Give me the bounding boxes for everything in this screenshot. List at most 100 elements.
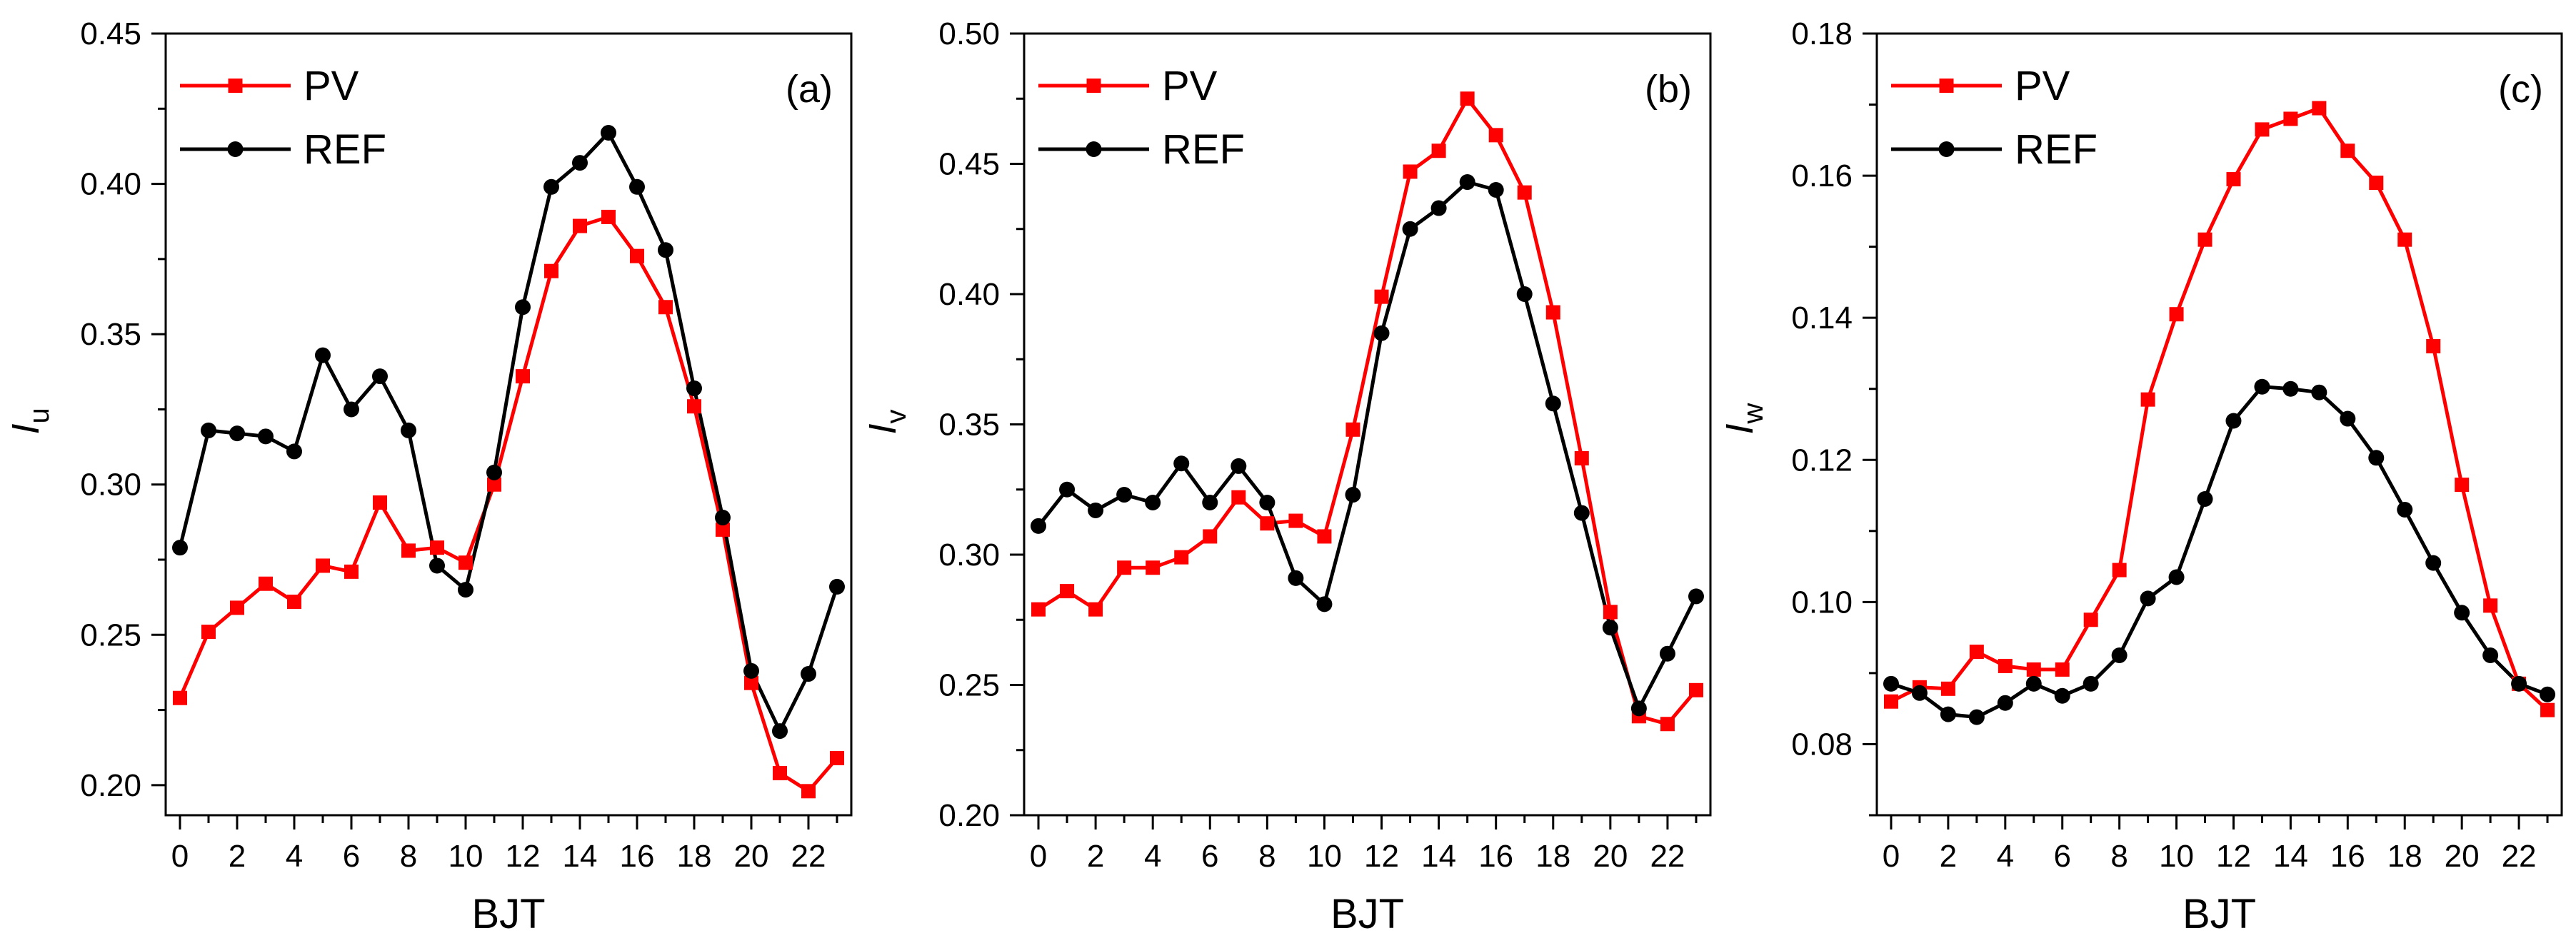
data-point-pv: [430, 540, 444, 555]
data-point-ref: [1059, 481, 1076, 498]
data-point-pv: [2455, 478, 2470, 493]
data-point-pv: [458, 555, 473, 570]
data-point-pv: [801, 784, 816, 799]
data-point-pv: [2255, 122, 2270, 137]
data-point-ref: [315, 347, 331, 363]
data-point-ref: [2168, 569, 2185, 585]
y-axis-title: Iw: [1718, 403, 1769, 434]
chart-panel-a: 0 2 4 6 8 10 12 14 16 18 20 22 0.20 0.25 0.30 0.35 0.40 0…: [4, 16, 853, 937]
y-tick-label: 0.30: [938, 538, 1000, 573]
data-point-ref: [1373, 325, 1390, 341]
x-tick-label: 12: [1364, 839, 1399, 874]
data-point-pv: [2140, 392, 2155, 407]
x-tick-label: 22: [2502, 839, 2537, 874]
data-point-ref: [2368, 450, 2385, 466]
data-point-ref: [229, 425, 245, 442]
data-point-ref: [201, 422, 216, 438]
x-tick-label: 2: [1087, 839, 1104, 874]
x-tick-label: 16: [1478, 839, 1513, 874]
data-point-ref: [2311, 384, 2327, 400]
data-point-ref: [286, 443, 302, 460]
x-tick-label: 6: [2053, 839, 2070, 874]
data-point-pv: [316, 558, 330, 573]
data-point-ref: [344, 401, 359, 418]
x-tick-label: 20: [1593, 839, 1628, 874]
data-point-pv: [230, 600, 244, 615]
x-tick-label: 0: [1030, 839, 1047, 874]
data-point-ref: [1997, 695, 2013, 711]
data-point-ref: [629, 178, 645, 195]
data-point-ref: [372, 368, 388, 385]
data-point-ref: [486, 464, 502, 480]
data-point-ref: [1430, 200, 1447, 216]
data-point-ref: [1545, 395, 1561, 412]
y-axis-title: Iv: [861, 409, 912, 434]
data-point-ref: [1402, 221, 1418, 237]
y-axis-title-subscript: v: [881, 409, 912, 423]
data-point-ref: [401, 422, 416, 438]
y-axis-title-main: I: [4, 423, 47, 434]
data-point-pv: [1998, 658, 2013, 673]
series-line-ref: [1037, 180, 1698, 710]
x-tick-label: 18: [1535, 839, 1570, 874]
data-point-ref: [715, 510, 731, 526]
data-point-ref: [829, 578, 845, 595]
x-tick-label: 8: [1258, 839, 1276, 874]
data-point-ref: [2054, 687, 2070, 704]
y-axis-title: Iu: [4, 408, 55, 434]
data-point-pv: [1174, 550, 1189, 565]
data-point-pv: [1403, 164, 1418, 179]
y-tick-label: 0.20: [80, 768, 141, 803]
data-point-pv: [1660, 717, 1675, 732]
y-tick-label: 0.40: [80, 167, 141, 202]
data-point-pv: [1088, 602, 1103, 617]
data-point-ref: [1288, 570, 1304, 586]
x-tick-label: 10: [1307, 839, 1342, 874]
series-line-pv: [178, 215, 838, 793]
data-point-ref: [1116, 487, 1133, 503]
legend-marker-pv: [1086, 79, 1101, 93]
data-point-ref: [743, 662, 759, 679]
x-tick-label: 10: [448, 839, 483, 874]
data-point-ref: [1573, 505, 1590, 521]
y-axis-title-main: I: [1718, 423, 1761, 434]
data-point-pv: [1969, 645, 1984, 660]
x-axis-title: BJT: [471, 891, 545, 937]
y-tick-label: 0.40: [938, 277, 1000, 312]
legend-label-pv: PV: [2015, 63, 2070, 109]
data-point-ref: [1345, 487, 1361, 503]
x-tick-label: 18: [2387, 839, 2422, 874]
data-point-ref: [1145, 495, 1161, 510]
data-point-ref: [1940, 706, 1956, 722]
data-point-ref: [1173, 455, 1190, 472]
x-tick-label: 6: [343, 839, 360, 874]
y-tick-label: 0.45: [938, 147, 1000, 182]
x-tick-label: 6: [1201, 839, 1218, 874]
x-tick-label: 16: [2330, 839, 2365, 874]
data-point-pv: [1545, 305, 1560, 320]
y-tick-label: 0.45: [80, 16, 141, 51]
data-point-ref: [1911, 685, 1928, 701]
data-point-ref: [2511, 675, 2527, 692]
legend-marker-pv: [228, 79, 243, 93]
x-tick-label: 12: [506, 839, 541, 874]
panel-label: (c): [2498, 68, 2543, 111]
panel-label: (a): [786, 68, 833, 111]
y-tick-label: 0.50: [938, 16, 1000, 51]
data-point-pv: [687, 399, 701, 414]
series-line-pv: [1890, 106, 2549, 712]
data-point-ref: [1259, 495, 1276, 510]
data-point-ref: [2254, 378, 2270, 395]
data-point-pv: [2483, 598, 2498, 613]
plot-frame: [1875, 32, 2563, 817]
x-tick-label: 4: [286, 839, 303, 874]
data-point-pv: [1031, 602, 1046, 617]
x-tick-label: 12: [2216, 839, 2251, 874]
data-point-pv: [1203, 529, 1218, 544]
data-point-pv: [2112, 563, 2127, 578]
data-point-ref: [429, 558, 445, 574]
data-point-ref: [543, 178, 559, 195]
chart-panel-c: 0 2 4 6 8 10 12 14 16 18 20 22 0.08 0.10 0.12 0.14 0.16 0…: [1718, 16, 2563, 937]
data-point-pv: [1374, 289, 1389, 304]
data-point-ref: [1488, 182, 1504, 198]
